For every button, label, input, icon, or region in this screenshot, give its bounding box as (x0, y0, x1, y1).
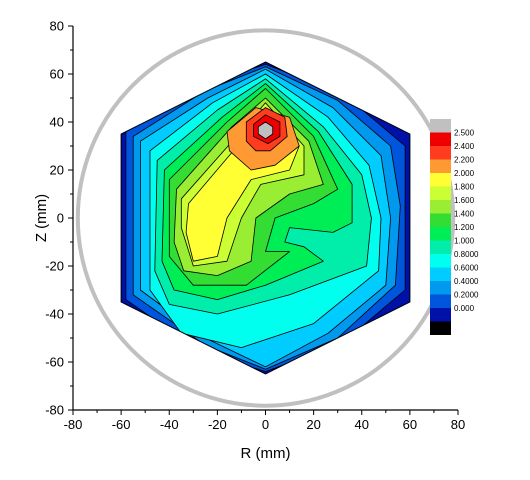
colorbar-swatch (430, 119, 451, 133)
domain-hexagon-outline (120, 61, 411, 375)
x-tick-label: -40 (160, 417, 179, 432)
colorbar-label: 1.600 (454, 196, 475, 205)
x-tick-label: 20 (306, 417, 320, 432)
y-tick-label: -40 (45, 307, 64, 322)
colorbar-label: 2.200 (454, 156, 475, 165)
colorbar-label: 0.000 (454, 304, 475, 313)
colorbar-swatch (430, 213, 451, 227)
colorbar-swatch (430, 132, 451, 146)
colorbar-label: 1.000 (454, 237, 475, 246)
colorbar-label: 2.500 (454, 129, 475, 138)
colorbar-swatch (430, 159, 451, 173)
colorbar-swatch (430, 254, 451, 268)
colorbar-label: 2.400 (454, 142, 475, 151)
colorbar-label: 0.4000 (454, 277, 479, 286)
colorbar-swatch (430, 173, 451, 187)
colorbar-swatch (430, 146, 451, 160)
x-axis-title: R (mm) (241, 445, 291, 462)
x-tick-label: -20 (208, 417, 227, 432)
colorbar-label: 1.400 (454, 210, 475, 219)
contour-region-2_55 (257, 121, 274, 140)
colorbar-label: 0.2000 (454, 291, 479, 300)
colorbar-label: 1.800 (454, 183, 475, 192)
y-tick-label: -60 (45, 355, 64, 370)
y-tick-label: 40 (50, 115, 64, 130)
y-tick-label: 0 (57, 211, 64, 226)
colorbar-swatch (430, 227, 451, 241)
x-tick-label: 80 (451, 417, 465, 432)
y-axis-title: Z (mm) (33, 194, 50, 242)
colorbar-swatch (430, 321, 451, 335)
colorbar-label: 0.6000 (454, 264, 479, 273)
colorbar-swatch (430, 186, 451, 200)
axes: -80 -60 -40 -20 0 20 40 60 80 -80 -60 -40 -20 0 20 40 60… (45, 19, 465, 433)
boundary-circle (75, 28, 456, 408)
colorbar-swatch (430, 267, 451, 281)
y-tick-label: -20 (45, 259, 64, 274)
x-tick-label: 40 (355, 417, 369, 432)
colorbar-swatch (430, 294, 451, 308)
colorbar-swatch (430, 308, 451, 322)
colorbar-swatch (430, 200, 451, 214)
y-tick-label: 60 (50, 67, 64, 82)
colorbar-label: 0.8000 (454, 250, 479, 259)
colorbar-legend: 2.500 2.400 2.200 2.000 1.800 1.600 1.400 1.200… (430, 119, 479, 335)
y-tick-label: 80 (50, 19, 64, 34)
colorbar-swatch (430, 240, 451, 254)
contour-fill-layer (121, 62, 410, 374)
x-tick-label: 60 (403, 417, 417, 432)
x-tick-label: -60 (112, 417, 131, 432)
y-tick-label: -80 (45, 403, 64, 418)
colorbar-label: 1.200 (454, 223, 475, 232)
x-tick-label: -80 (64, 417, 83, 432)
y-tick-label: 20 (50, 163, 64, 178)
x-tick-label: 0 (262, 417, 269, 432)
colorbar-swatch (430, 281, 451, 295)
colorbar-label: 2.000 (454, 169, 475, 178)
